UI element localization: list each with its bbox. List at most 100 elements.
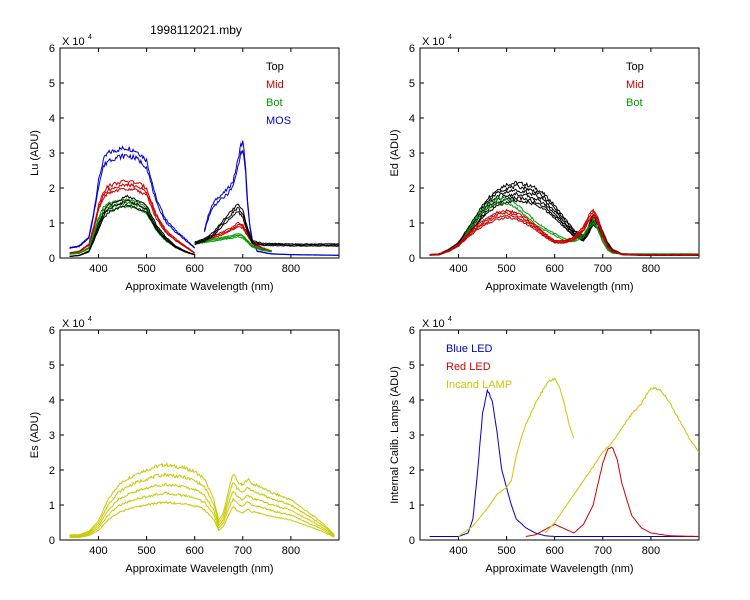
y-tick-label: 4 bbox=[49, 395, 55, 407]
y-tick-label: 1 bbox=[49, 500, 55, 512]
legend-entry: Blue LED bbox=[446, 343, 493, 355]
series-line-es bbox=[69, 491, 335, 538]
series-line-mid bbox=[69, 187, 195, 254]
series-line-es bbox=[69, 472, 335, 537]
y-tick-label: 4 bbox=[409, 113, 415, 125]
x-tick-label: 600 bbox=[186, 263, 204, 275]
series-line-bot bbox=[194, 234, 272, 253]
legend-entry: Bot bbox=[266, 97, 283, 109]
y-tick-label: 1 bbox=[409, 218, 415, 230]
series-group bbox=[69, 461, 335, 538]
legend-entry: Top bbox=[626, 61, 644, 73]
y-tick-label: 0 bbox=[49, 535, 55, 547]
series-line-top bbox=[194, 211, 339, 247]
series-line-blue-led bbox=[429, 388, 699, 537]
x-tick-label: 800 bbox=[642, 545, 660, 557]
x-axis-label: Approximate Wavelength (nm) bbox=[125, 563, 273, 575]
y-tick-label: 0 bbox=[409, 253, 415, 265]
x-axis-label: Approximate Wavelength (nm) bbox=[485, 563, 633, 575]
y-axis-label: Ed (ADU) bbox=[389, 129, 401, 176]
series-line-top bbox=[194, 206, 339, 246]
y-tick-label: 6 bbox=[49, 325, 55, 337]
y-tick-label: 6 bbox=[409, 325, 415, 337]
y-tick-label: 0 bbox=[409, 535, 415, 547]
x-axis-label: Approximate Wavelength (nm) bbox=[125, 281, 273, 293]
y-tick-label: 4 bbox=[49, 113, 55, 125]
y-tick-label: 2 bbox=[409, 183, 415, 195]
exponent-label: X 10 bbox=[62, 36, 85, 48]
y-tick-label: 4 bbox=[409, 395, 415, 407]
x-axis-label: Approximate Wavelength (nm) bbox=[485, 281, 633, 293]
y-tick-label: 5 bbox=[49, 78, 55, 90]
x-tick-label: 700 bbox=[594, 263, 612, 275]
series-line-red-led bbox=[525, 446, 699, 537]
y-tick-label: 2 bbox=[49, 183, 55, 195]
legend-entry: Mid bbox=[266, 79, 284, 91]
exponent-label: X 10 bbox=[62, 318, 85, 330]
x-tick-label: 800 bbox=[282, 263, 300, 275]
x-tick-label: 500 bbox=[497, 545, 515, 557]
y-tick-label: 6 bbox=[409, 43, 415, 55]
x-tick-label: 700 bbox=[234, 263, 252, 275]
y-tick-label: 6 bbox=[49, 43, 55, 55]
y-tick-label: 2 bbox=[409, 465, 415, 477]
y-axis-label: Es (ADU) bbox=[29, 412, 41, 458]
y-tick-label: 5 bbox=[49, 360, 55, 372]
exponent-power: 4 bbox=[88, 316, 92, 323]
x-tick-label: 400 bbox=[449, 263, 467, 275]
series-group bbox=[429, 377, 699, 537]
legend-entry: MOS bbox=[266, 115, 291, 127]
y-tick-label: 5 bbox=[409, 360, 415, 372]
exponent-power: 4 bbox=[88, 34, 92, 41]
figure-title: 1998112021.mby bbox=[150, 23, 242, 37]
exponent-power: 4 bbox=[448, 316, 452, 323]
legend-entry: Red LED bbox=[446, 361, 491, 373]
y-tick-label: 3 bbox=[49, 148, 55, 160]
y-tick-label: 2 bbox=[49, 465, 55, 477]
legend-entry: Mid bbox=[626, 79, 644, 91]
legend-entry: Bot bbox=[626, 97, 643, 109]
x-tick-label: 400 bbox=[89, 263, 107, 275]
series-line-mos bbox=[69, 153, 196, 249]
x-tick-label: 600 bbox=[186, 545, 204, 557]
series-line-mos bbox=[203, 150, 339, 256]
series-group bbox=[429, 180, 699, 256]
x-tick-label: 800 bbox=[282, 545, 300, 557]
y-tick-label: 5 bbox=[409, 78, 415, 90]
series-line-mos bbox=[69, 145, 195, 249]
x-tick-label: 800 bbox=[642, 263, 660, 275]
series-line-es bbox=[69, 482, 335, 537]
legend-entry: Incand LAMP bbox=[446, 379, 512, 391]
x-tick-label: 500 bbox=[497, 263, 515, 275]
series-line-es bbox=[69, 501, 335, 538]
x-tick-label: 600 bbox=[546, 545, 564, 557]
y-tick-label: 1 bbox=[49, 218, 55, 230]
x-tick-label: 500 bbox=[137, 263, 155, 275]
exponent-label: X 10 bbox=[422, 36, 445, 48]
y-tick-label: 3 bbox=[409, 148, 415, 160]
x-tick-label: 600 bbox=[546, 263, 564, 275]
y-tick-label: 1 bbox=[409, 500, 415, 512]
series-group bbox=[69, 140, 339, 257]
x-tick-label: 400 bbox=[89, 545, 107, 557]
x-tick-label: 400 bbox=[449, 545, 467, 557]
legend-entry: Top bbox=[266, 61, 284, 73]
series-line-bot bbox=[194, 235, 272, 253]
y-tick-label: 3 bbox=[409, 430, 415, 442]
series-line-incand-lamp bbox=[458, 377, 575, 537]
x-tick-label: 700 bbox=[594, 545, 612, 557]
y-tick-label: 0 bbox=[49, 253, 55, 265]
x-tick-label: 500 bbox=[137, 545, 155, 557]
exponent-label: X 10 bbox=[422, 318, 445, 330]
series-line-top bbox=[69, 203, 195, 257]
series-line-es bbox=[69, 461, 335, 536]
x-tick-label: 700 bbox=[234, 545, 252, 557]
series-line-mid bbox=[429, 216, 699, 256]
series-line-incand-lamp bbox=[544, 386, 699, 534]
exponent-power: 4 bbox=[448, 34, 452, 41]
